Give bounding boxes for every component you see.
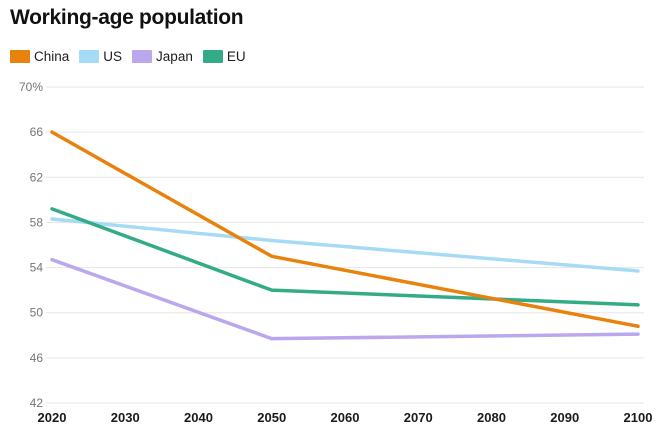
legend-item-china: China <box>10 49 69 64</box>
series-line-us <box>50 217 640 273</box>
y-tick-label: 42 <box>30 396 44 410</box>
page-title: Working-age population <box>10 6 244 29</box>
y-tick-label: 54 <box>30 261 44 275</box>
y-tick-label: 58 <box>30 215 44 229</box>
legend-label: China <box>34 49 70 64</box>
y-tick-label: 50 <box>30 306 44 320</box>
x-tick-label: 2080 <box>477 410 506 425</box>
legend-swatch-us <box>79 50 100 63</box>
series-line-china <box>50 130 640 329</box>
x-tick-label: 2070 <box>404 410 433 425</box>
legend-swatch-china <box>10 50 30 63</box>
legend-label: EU <box>226 49 246 64</box>
series-line-eu <box>50 207 640 307</box>
x-tick-label: 2090 <box>550 410 579 425</box>
legend-item-eu: EU <box>202 49 246 64</box>
legend-swatch-japan <box>132 50 153 63</box>
legend: China US Japan EU <box>10 49 246 64</box>
x-tick-label: 2020 <box>38 410 67 425</box>
x-tick-label: 2050 <box>257 410 286 425</box>
legend-item-us: US <box>79 49 122 64</box>
legend-item-japan: Japan <box>132 49 193 64</box>
y-tick-label: 70% <box>19 80 43 94</box>
x-tick-label: 2040 <box>184 410 213 425</box>
x-tick-label: 2030 <box>111 410 140 425</box>
x-tick-label: 2060 <box>331 410 360 425</box>
y-tick-label: 66 <box>30 125 44 139</box>
legend-swatch-eu <box>202 50 223 63</box>
line-chart: 42 46 50 54 58 62 66 70% 2020 2030 2040 2050 2060 207… <box>19 80 653 425</box>
x-tick-label: 2100 <box>624 410 653 425</box>
legend-label: US <box>103 49 123 64</box>
legend-label: Japan <box>156 49 193 64</box>
y-tick-label: 46 <box>30 351 44 365</box>
y-tick-label: 62 <box>30 170 44 184</box>
series-line-japan <box>50 257 640 341</box>
